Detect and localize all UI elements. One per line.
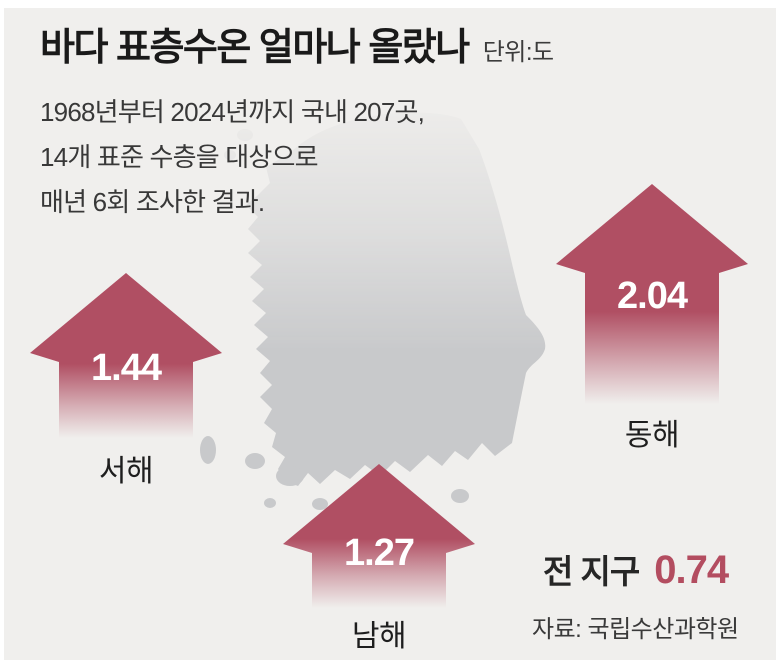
label-west-sea: 서해 — [98, 455, 154, 488]
description-line-1: 1968년부터 2024년까지 국내 207곳, — [40, 97, 425, 127]
source-credit: 자료: 국립수산과학원 — [532, 616, 739, 643]
label-east-sea: 동해 — [624, 419, 680, 452]
description-line-2: 14개 표준 수층을 대상으로 — [40, 142, 319, 172]
description-line-3: 매년 6회 조사한 결과. — [40, 187, 265, 217]
label-south-sea: 남해 — [351, 620, 407, 653]
global-value: 0.74 — [654, 548, 729, 592]
arrow-east-value: 2.04 — [617, 275, 688, 317]
up-arrow-icon — [556, 184, 748, 404]
unit-label: 단위:도 — [482, 39, 554, 66]
header: 바다 표층수온 얼마나 올랐나 단위:도 — [40, 27, 554, 71]
description: 1968년부터 2024년까지 국내 207곳, 14개 표준 수층을 대상으로… — [40, 90, 425, 225]
arrow-south-value: 1.27 — [344, 532, 415, 574]
arrow-east-sea: 2.04 — [556, 184, 748, 404]
global-label: 전 지구 — [543, 553, 640, 590]
page-title: 바다 표층수온 얼마나 올랐나 — [40, 27, 470, 69]
arrow-west-sea: 1.44 — [30, 273, 222, 438]
arrow-south-sea: 1.27 — [283, 464, 475, 608]
global-reference: 전 지구 0.74 — [543, 545, 729, 593]
map-landmass — [200, 112, 546, 519]
up-arrow-icon — [30, 273, 222, 438]
up-arrow-icon — [283, 464, 475, 608]
south-korea-map — [200, 112, 546, 519]
arrow-west-value: 1.44 — [91, 347, 162, 389]
